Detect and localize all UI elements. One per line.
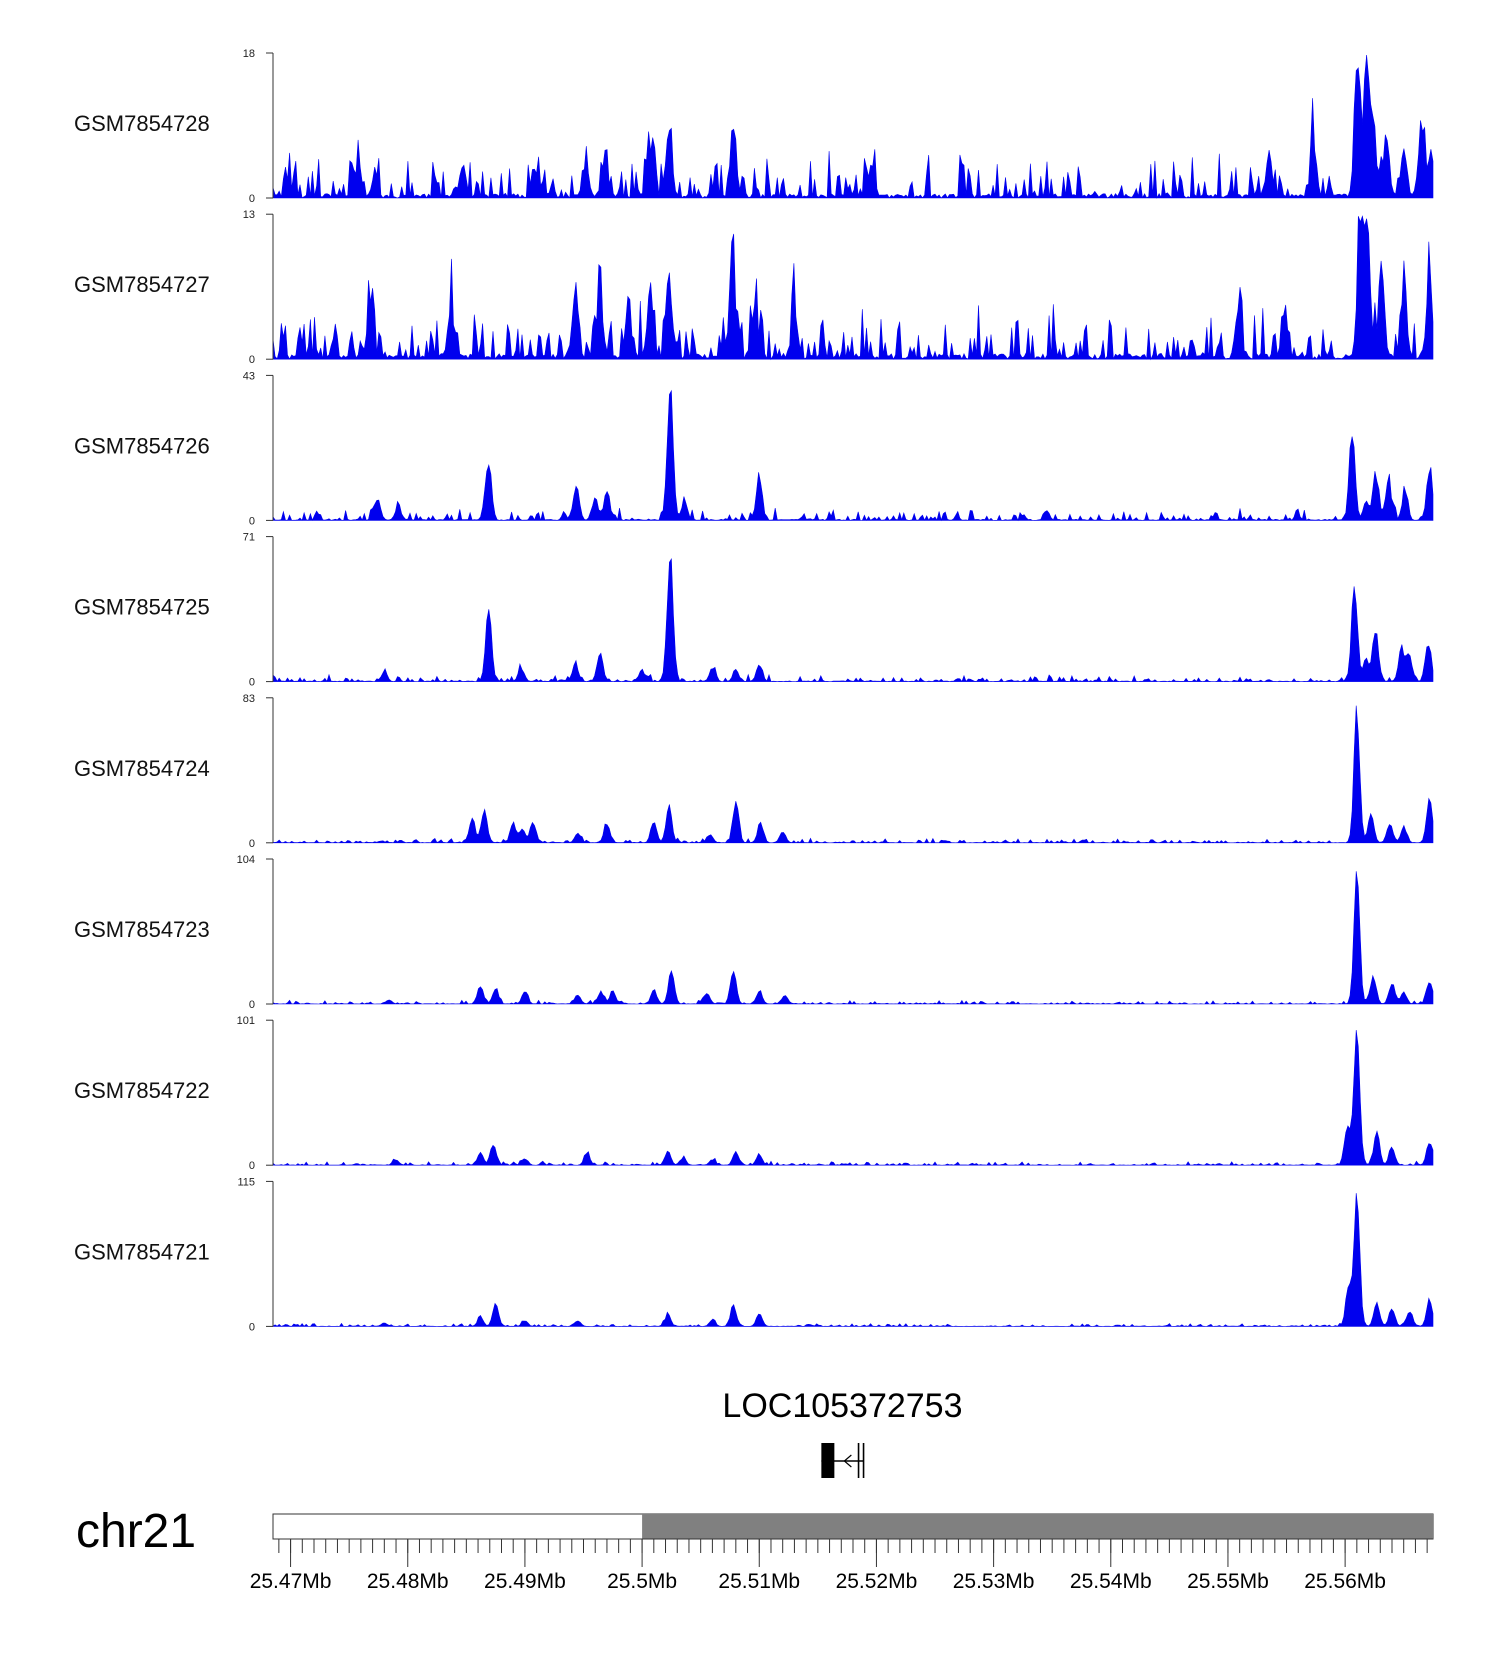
y-tick-label-max: 104 [237,854,255,866]
coverage-area-GSM7854723 [272,871,1434,1005]
chromosome-label: chr21 [76,1505,196,1558]
x-tick-label: 25.49Mb [484,1570,566,1593]
strand-arrow-icon [843,1454,852,1468]
y-tick-label-min: 0 [249,193,255,205]
y-tick-label-max: 43 [243,370,255,382]
y-tick-label-max: 101 [237,1015,255,1027]
y-tick-label-min: 0 [249,838,255,850]
coverage-area-GSM7854725 [272,558,1434,683]
x-tick-label: 25.52Mb [836,1570,918,1593]
x-tick-label: 25.56Mb [1304,1570,1386,1593]
x-tick-label: 25.55Mb [1187,1570,1269,1593]
track-label-GSM7854728: GSM7854728 [74,111,210,136]
track-label-GSM7854721: GSM7854721 [74,1239,210,1264]
y-tick-label-max: 13 [243,209,255,221]
coverage-area-GSM7854721 [272,1193,1434,1327]
y-tick-label-max: 18 [243,48,255,60]
gene-exon-block [821,1443,835,1478]
y-tick-label-min: 0 [249,999,255,1011]
chromosome-band-shaded [642,1514,1433,1539]
y-tick-label-min: 0 [249,1321,255,1333]
y-tick-label-max: 115 [237,1176,255,1188]
y-tick-label-min: 0 [249,515,255,527]
track-label-GSM7854727: GSM7854727 [74,272,210,297]
y-tick-label-min: 0 [249,1160,255,1172]
track-label-GSM7854724: GSM7854724 [74,756,210,781]
y-tick-label-max: 83 [243,693,255,705]
coverage-area-GSM7854726 [272,389,1434,522]
x-tick-label: 25.53Mb [953,1570,1035,1593]
x-tick-label: 25.5Mb [607,1570,677,1593]
x-tick-label: 25.47Mb [250,1570,332,1593]
track-label-GSM7854722: GSM7854722 [74,1078,210,1103]
x-tick-label: 25.48Mb [367,1570,449,1593]
coverage-area-GSM7854727 [272,215,1434,361]
y-tick-label-min: 0 [249,677,255,689]
coverage-area-GSM7854724 [272,705,1434,844]
track-label-GSM7854723: GSM7854723 [74,917,210,942]
x-tick-label: 25.54Mb [1070,1570,1152,1593]
track-label-GSM7854726: GSM7854726 [74,433,210,458]
y-tick-label-max: 71 [243,532,255,544]
coverage-area-GSM7854728 [272,54,1434,199]
gene-label: LOC105372753 [722,1387,962,1425]
y-tick-label-min: 0 [249,354,255,366]
x-tick-label: 25.51Mb [718,1570,800,1593]
coverage-area-GSM7854722 [272,1030,1434,1166]
track-label-GSM7854725: GSM7854725 [74,595,210,620]
